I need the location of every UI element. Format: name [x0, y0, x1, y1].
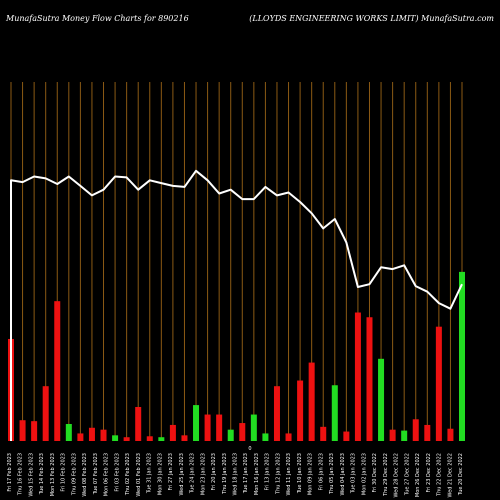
- x-tick-label: Fri 06 Jan 2023: [318, 453, 324, 491]
- money-flow-bar: [227, 429, 234, 441]
- price-line-group: [10, 169, 463, 441]
- money-flow-bar: [42, 386, 49, 441]
- chart-subtitle: (LLOYDS ENGINEERING WORKS LIMIT) MunafaS…: [249, 14, 494, 23]
- x-tick-label: Thu 29 Dec 2022: [383, 453, 389, 497]
- price-line: [10, 169, 463, 441]
- x-tick-label: Tue 07 Feb 2023: [93, 453, 99, 495]
- money-flow-bar: [31, 421, 38, 441]
- x-tick-label: Fri 13 Jan 2023: [265, 453, 271, 491]
- x-tick-label: Fri 10 Feb 2023: [61, 453, 67, 492]
- money-flow-bar: [297, 380, 304, 441]
- x-tick-label: Fri 30 Dec 2022: [372, 453, 378, 493]
- x-tick-label: Tue 24 Jan 2023: [190, 453, 196, 494]
- money-flow-bar: [54, 301, 61, 441]
- x-tick-label: Tue 27 Dec 2022: [404, 453, 410, 496]
- x-tick-label: Thu 22 Dec 2022: [437, 453, 443, 497]
- money-flow-bar: [100, 429, 107, 441]
- money-flow-bar: [77, 433, 84, 441]
- x-tick-label: Fri 20 Jan 2023: [211, 453, 217, 491]
- x-tick-label: Thu 16 Feb 2023: [18, 453, 24, 496]
- money-flow-bar: [112, 435, 119, 441]
- x-tick-label: Mon 09 Jan 2023: [308, 453, 314, 495]
- money-flow-bar: [378, 358, 385, 441]
- money-flow-bar: [193, 405, 200, 441]
- x-tick-label: Tue 14 Feb 2023: [39, 453, 45, 495]
- money-flow-bar: [262, 433, 269, 441]
- x-tick-label: Mon 23 Jan 2023: [200, 453, 206, 495]
- money-flow-bar: [135, 406, 142, 441]
- money-flow-bar: [447, 428, 454, 441]
- x-tick-label: Tue 17 Jan 2023: [243, 453, 249, 494]
- x-tick-label: Thu 12 Jan 2023: [275, 453, 281, 495]
- zero-label: 0: [248, 446, 251, 452]
- x-tick-label: Thu 09 Feb 2023: [71, 453, 77, 496]
- money-flow-bar: [285, 433, 292, 441]
- money-flow-bar: [320, 426, 327, 441]
- x-tick-label: Wed 01 Feb 2023: [136, 453, 142, 497]
- money-flow-bar: [412, 419, 419, 441]
- money-flow-bar: [273, 386, 280, 441]
- x-tick-label: Tue 31 Jan 2023: [147, 453, 153, 494]
- x-tick-label: Mon 02 Jan 2023: [361, 453, 367, 495]
- x-tick-label: Wed 18 Jan 2023: [233, 453, 239, 495]
- money-flow-bar: [401, 430, 408, 441]
- x-tick-labels: Fri 17 Feb 2023 Thu 16 Feb 2023 Wed 15 Feb…: [7, 446, 464, 497]
- money-flow-bar: [158, 437, 165, 441]
- x-tick-label: Wed 15 Feb 2023: [28, 453, 34, 497]
- money-flow-bar: [123, 437, 130, 441]
- x-tick-label: Wed 25 Jan 2023: [179, 453, 185, 495]
- x-tick-label: Tue 10 Jan 2023: [297, 453, 303, 494]
- x-tick-label: Tue 03 Jan 2023: [351, 453, 357, 494]
- money-flow-bar: [250, 414, 257, 441]
- x-tick-label: Wed 28 Dec 2022: [394, 453, 400, 497]
- x-tick-label: Fri 17 Feb 2023: [7, 453, 13, 492]
- money-flow-bar: [88, 427, 95, 441]
- x-tick-label: Fri 23 Dec 2022: [426, 453, 432, 493]
- x-tick-label: Mon 13 Feb 2023: [50, 453, 56, 496]
- money-flow-bar: [354, 312, 361, 441]
- x-tick-label: Mon 16 Jan 2023: [254, 453, 260, 495]
- money-flow-bar: [181, 435, 188, 441]
- chart-title: MunafaSutra Money Flow Charts for 890216: [6, 14, 189, 23]
- x-tick-label: Wed 08 Feb 2023: [82, 453, 88, 497]
- money-flow-bar: [459, 271, 465, 441]
- x-tick-label: Wed 04 Jan 2023: [340, 453, 346, 495]
- money-flow-bar: [343, 431, 350, 441]
- x-tick-label: Thu 02 Feb 2023: [125, 453, 131, 496]
- x-tick-label: Thu 19 Jan 2023: [222, 453, 228, 495]
- money-flow-bar: [19, 420, 26, 441]
- money-flow-bar: [389, 429, 396, 441]
- money-flow-bar: [435, 326, 442, 441]
- money-flow-bar: [331, 385, 338, 441]
- money-flow-bar: [308, 362, 315, 441]
- money-flow-bars: [8, 271, 465, 441]
- money-flow-bar: [239, 423, 246, 441]
- money-flow-bar: [204, 414, 211, 441]
- money-flow-bar: [146, 436, 153, 441]
- x-tick-label: Tue 20 Dec 2022: [458, 453, 464, 496]
- money-flow-bar: [65, 423, 72, 441]
- x-tick-label: Mon 30 Jan 2023: [157, 453, 163, 495]
- x-tick-label: Mon 26 Dec 2022: [415, 453, 421, 497]
- x-tick-label: Fri 03 Feb 2023: [114, 453, 120, 492]
- money-flow-bar: [424, 424, 431, 441]
- money-flow-bar: [216, 414, 223, 441]
- x-tick-label: Fri 27 Jan 2023: [168, 453, 174, 491]
- money-flow-bar: [169, 424, 176, 441]
- money-flow-bar: [366, 317, 373, 441]
- x-tick-label: Wed 21 Dec 2022: [447, 453, 453, 497]
- x-tick-label: Thu 05 Jan 2023: [329, 453, 335, 495]
- x-tick-label: Mon 06 Feb 2023: [104, 453, 110, 496]
- vertical-gridlines: [10, 82, 463, 441]
- x-tick-label: Wed 11 Jan 2023: [286, 453, 292, 495]
